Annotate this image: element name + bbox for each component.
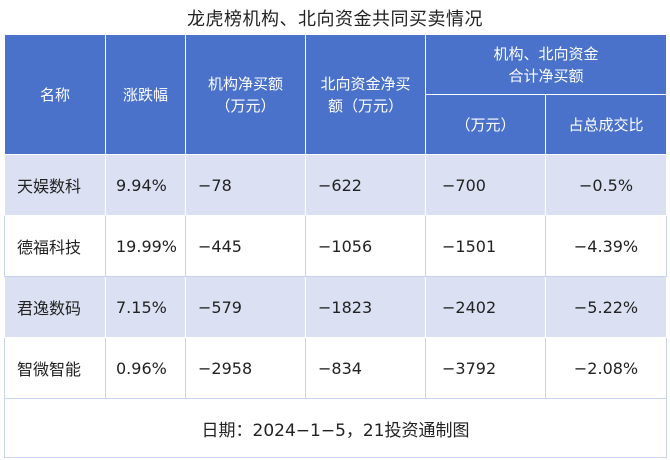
cell-name: 智微智能	[4, 337, 106, 399]
cell-change: 0.96%	[105, 337, 186, 399]
table-row: 君逸数码 7.15% −579 −1823 −2402 −5.22%	[4, 276, 668, 338]
header-change: 涨跌幅	[105, 34, 186, 155]
header-north: 北向资金净买 额（万元）	[305, 34, 426, 155]
table-title: 龙虎榜机构、北向资金共同买卖情况	[187, 9, 483, 30]
cell-share: −5.22%	[544, 276, 668, 338]
cell-share: −0.5%	[544, 154, 668, 216]
header-inst: 机构净买额 （万元）	[185, 34, 306, 155]
cell-inst: −2958	[185, 337, 306, 399]
header-combined-unit: （万元）	[425, 94, 546, 155]
footer-caption: 日期：2024−1−5，21投资通制图	[3, 398, 668, 458]
header-share: 占总成交比	[544, 94, 668, 155]
cell-combined: −700	[425, 154, 546, 216]
cell-north: −834	[305, 337, 426, 399]
cell-north: −1823	[305, 276, 426, 338]
cell-name: 天娱数科	[4, 154, 106, 216]
cell-change: 9.94%	[105, 154, 186, 216]
cell-north: −1056	[305, 215, 426, 277]
cell-inst: −579	[185, 276, 306, 338]
cell-change: 7.15%	[105, 276, 186, 338]
cell-inst: −445	[185, 215, 306, 277]
table-row: 智微智能 0.96% −2958 −834 −3792 −2.08%	[4, 337, 668, 399]
cell-north: −622	[305, 154, 426, 216]
cell-share: −2.08%	[544, 337, 668, 399]
cell-combined: −2402	[425, 276, 546, 338]
cell-inst: −78	[185, 154, 306, 216]
cell-combined: −3792	[425, 337, 546, 399]
table-row: 天娱数科 9.94% −78 −622 −700 −0.5%	[4, 154, 668, 216]
cell-name: 德福科技	[4, 215, 106, 277]
header-name: 名称	[4, 34, 106, 155]
cell-share: −4.39%	[544, 215, 668, 277]
cell-change: 19.99%	[105, 215, 186, 277]
table-row: 德福科技 19.99% −445 −1056 −1501 −4.39%	[4, 215, 668, 277]
header-combined: 机构、北向资金 合计净买额	[424, 34, 668, 95]
data-table: 名称 涨跌幅 机构净买额 （万元） 北向资金净买 额（万元） 机构、北向资金 合…	[3, 34, 668, 458]
cell-name: 君逸数码	[4, 276, 106, 338]
footer-row: 日期：2024−1−5，21投资通制图	[3, 398, 668, 458]
cell-combined: −1501	[425, 215, 546, 277]
